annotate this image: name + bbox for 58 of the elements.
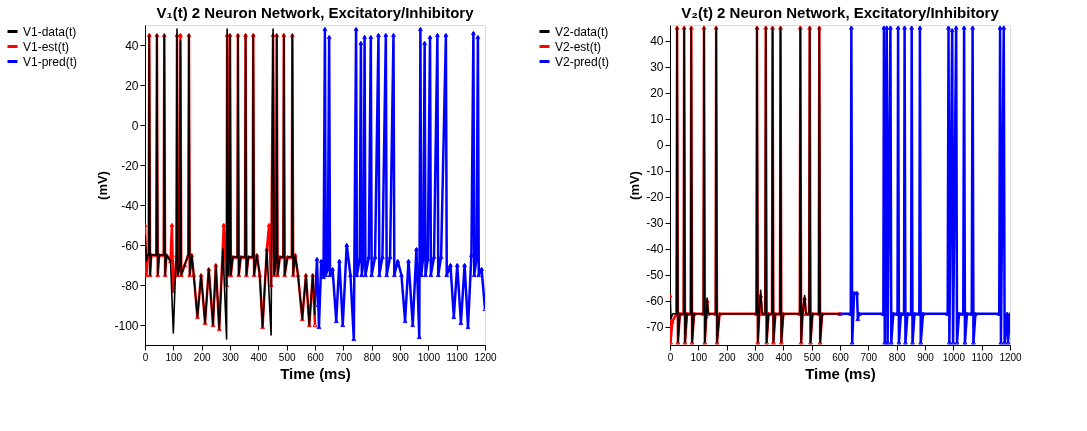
y-axis-title: (mV) (627, 171, 643, 200)
x-tick-label: 1100 (971, 351, 994, 363)
chart-title: V₁(t) 2 Neuron Network, Excitatory/Inhibitory (156, 4, 475, 21)
x-axis-title: Time (ms) (805, 364, 876, 382)
y-tick-label: -30 (646, 216, 664, 231)
y-tick-label: 20 (125, 78, 139, 93)
y-tick-label: 40 (650, 34, 664, 49)
x-tick-label: 1000 (942, 351, 966, 363)
x-tick-label: 400 (250, 351, 268, 363)
x-tick-label: 700 (860, 351, 878, 363)
y-tick-label: -80 (121, 278, 139, 293)
y-tick-label: 20 (650, 86, 664, 101)
y-tick-label: 10 (650, 112, 664, 127)
x-tick-label: 900 (392, 351, 410, 363)
x-tick-label: 900 (917, 351, 935, 363)
x-tick-label: 0 (142, 351, 149, 363)
y-tick-label: -70 (646, 320, 664, 335)
x-tick-label: 600 (832, 351, 850, 363)
x-tick-label: 700 (335, 351, 353, 363)
x-tick-label: 100 (165, 351, 183, 363)
y-tick-label: 40 (125, 38, 139, 53)
y-tick-label: -50 (646, 268, 664, 283)
legend-label: V2-pred(t) (555, 54, 610, 69)
y-tick-label: -60 (646, 294, 664, 309)
x-tick-label: 400 (775, 351, 793, 363)
x-tick-label: 500 (803, 351, 821, 363)
legend-label: V2-data(t) (555, 24, 609, 39)
y-tick-label: -60 (121, 238, 139, 253)
y-tick-label: -100 (114, 318, 139, 333)
legend-label: V1-data(t) (23, 24, 77, 39)
x-tick-label: 1000 (417, 351, 441, 363)
legend-label: V2-est(t) (555, 39, 602, 54)
x-tick-label: 200 (718, 351, 736, 363)
chart-title: V₂(t) 2 Neuron Network, Excitatory/Inhibitory (681, 4, 1000, 21)
x-tick-label: 300 (747, 351, 765, 363)
x-tick-label: 800 (888, 351, 906, 363)
x-axis-title: Time (ms) (280, 364, 351, 382)
x-tick-label: 300 (222, 351, 240, 363)
x-tick-label: 200 (193, 351, 211, 363)
y-axis-title: (mV) (95, 171, 111, 200)
x-tick-label: 1200 (474, 351, 498, 363)
y-tick-label: -40 (121, 198, 139, 213)
x-tick-label: 600 (307, 351, 325, 363)
y-tick-label: -20 (121, 158, 139, 173)
y-tick-label: 0 (656, 138, 664, 153)
x-tick-label: 100 (690, 351, 708, 363)
y-tick-label: -10 (646, 164, 664, 179)
y-tick-label: 0 (131, 118, 139, 133)
x-tick-label: 1200 (999, 351, 1023, 363)
x-tick-label: 0 (667, 351, 674, 363)
x-tick-label: 800 (363, 351, 381, 363)
x-tick-label: 500 (278, 351, 296, 363)
y-tick-label: -40 (646, 242, 664, 257)
y-tick-label: 30 (650, 60, 664, 75)
y-tick-label: -20 (646, 190, 664, 205)
legend-label: V1-pred(t) (23, 54, 78, 69)
x-tick-label: 1100 (446, 351, 469, 363)
legend-label: V1-est(t) (23, 39, 70, 54)
